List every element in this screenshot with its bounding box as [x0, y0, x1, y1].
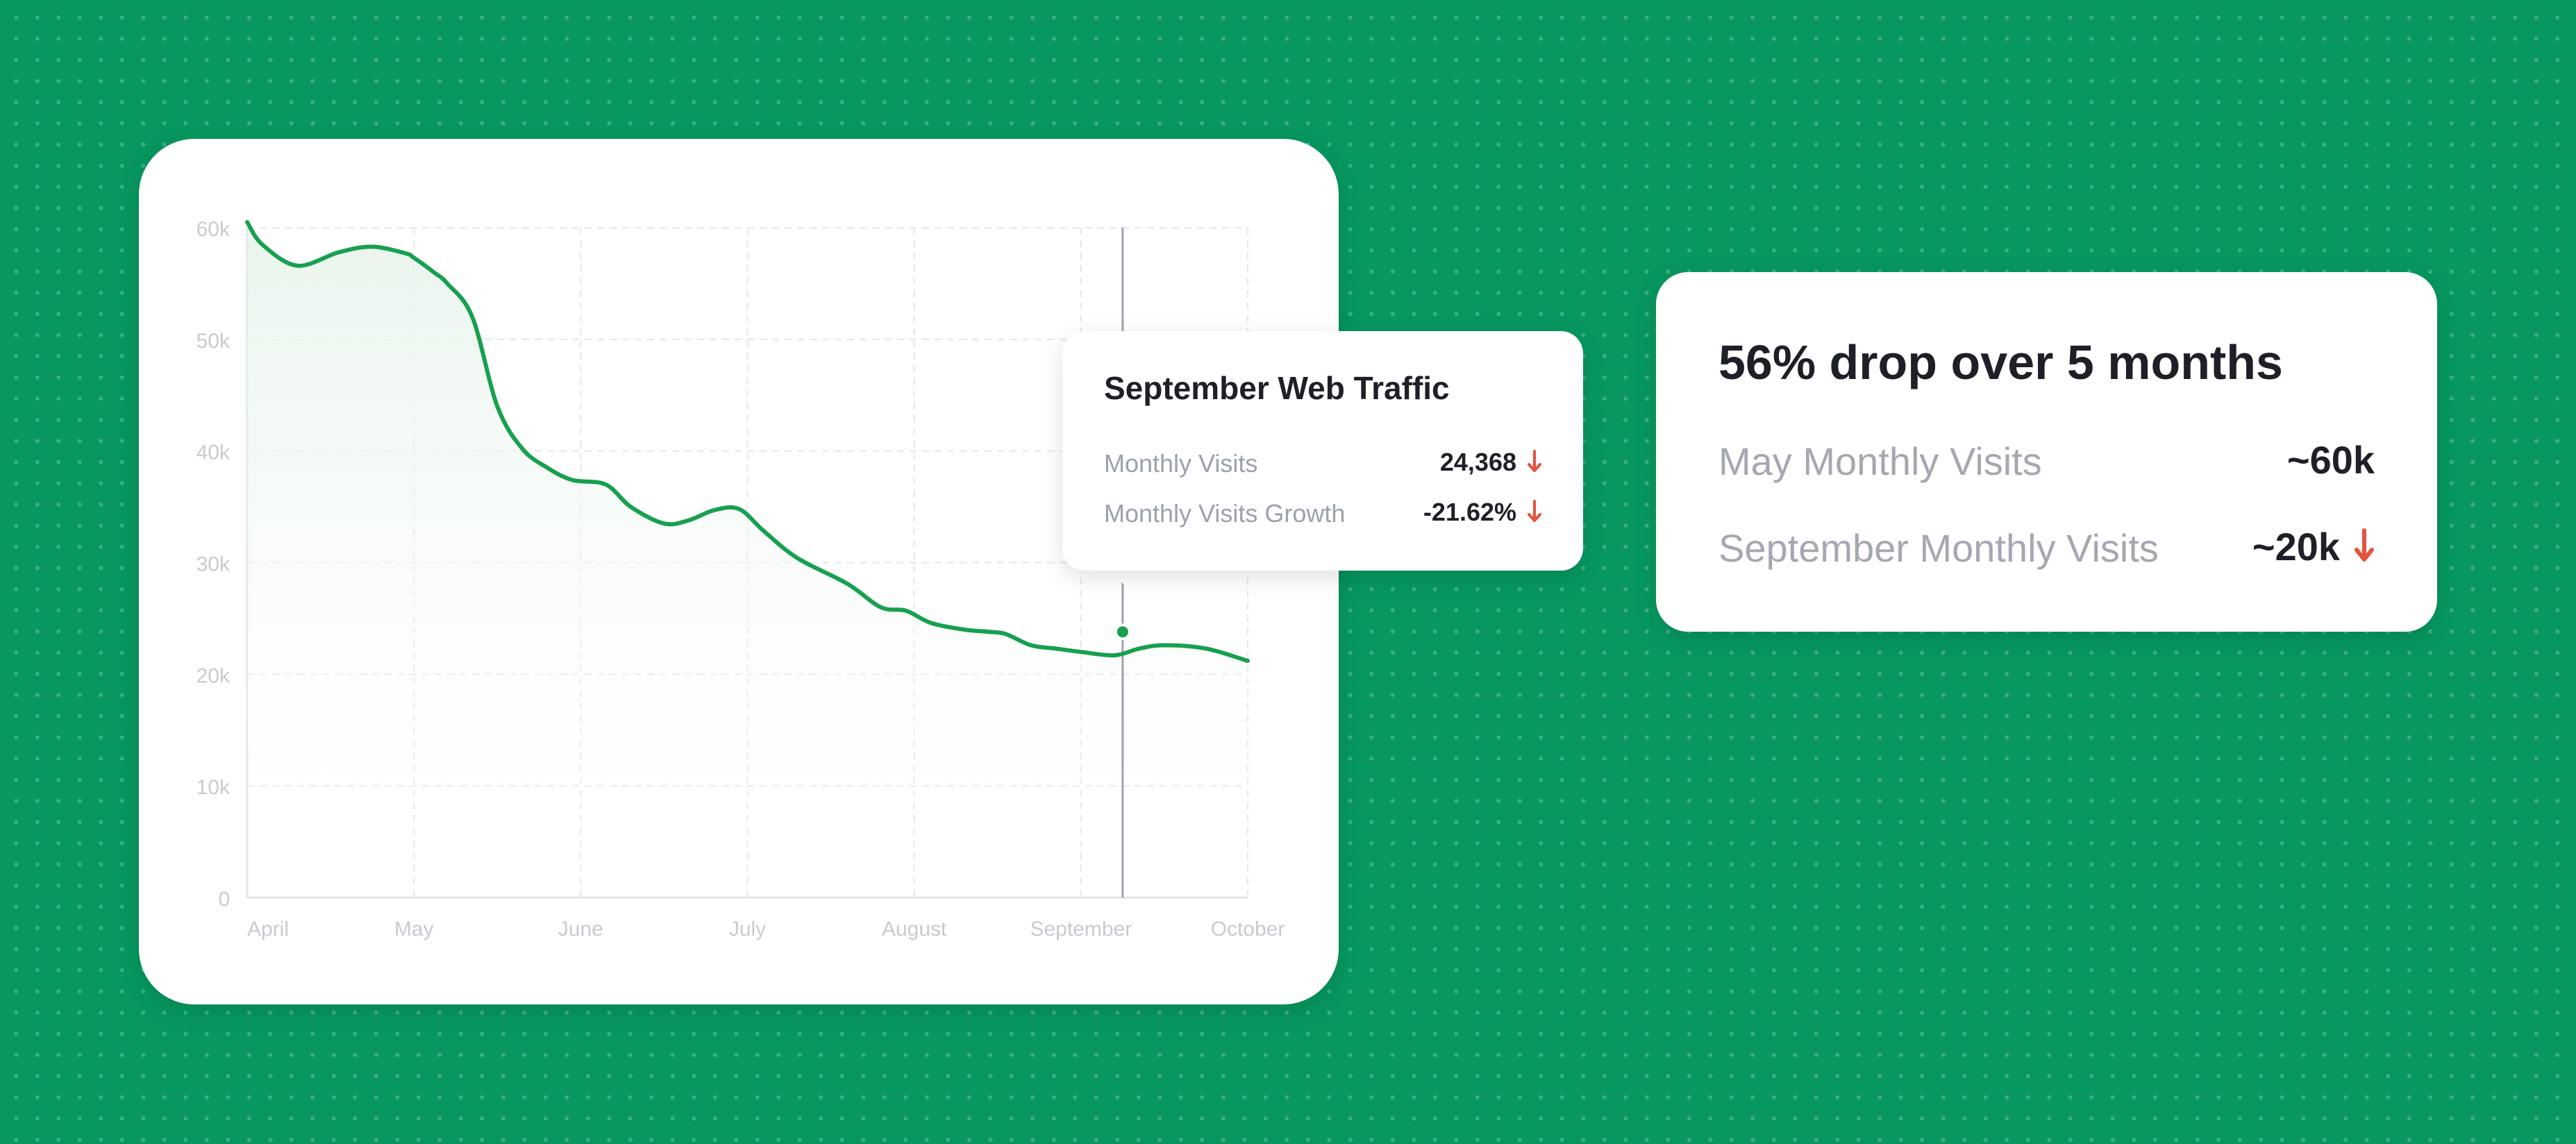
- arrow-down-icon: [2355, 528, 2374, 562]
- y-tick-label: 30k: [196, 553, 231, 576]
- line-chart[interactable]: 0 10k 20k 30k 40k 50k 60k April May June July Augus…: [139, 139, 1339, 1004]
- y-tick-label: 0: [218, 888, 230, 911]
- tooltip-label-monthly-visits: Monthly Visits: [1104, 449, 1258, 478]
- x-tick-label: April: [247, 918, 289, 941]
- tooltip-value-monthly-visits: 24,368: [1439, 448, 1516, 476]
- highlight-point: [1114, 623, 1131, 641]
- y-tick-label: 40k: [196, 441, 231, 464]
- tooltip-card: September Web Traffic Monthly Visits 24,…: [1062, 331, 1583, 571]
- chart-card: 0 10k 20k 30k 40k 50k 60k April May June July Augus…: [139, 139, 1339, 1004]
- summary-label-may: May Monthly Visits: [1718, 439, 2042, 483]
- tooltip-value-monthly-visits-growth: -21.62%: [1423, 498, 1516, 526]
- x-tick-label: June: [558, 918, 603, 941]
- x-tick-label: August: [882, 918, 947, 941]
- summary-value-may: ~60k: [2286, 438, 2375, 482]
- tooltip-label-monthly-visits-growth: Monthly Visits Growth: [1104, 499, 1346, 528]
- y-tick-label: 60k: [196, 218, 231, 241]
- x-tick-label: October: [1211, 918, 1285, 941]
- summary-label-september: September Monthly Visits: [1718, 526, 2159, 570]
- x-tick-label: May: [394, 918, 434, 941]
- summary-value-september: ~20k: [2252, 525, 2340, 569]
- area-fill: [247, 221, 1248, 898]
- tooltip-title: September Web Traffic: [1104, 370, 1450, 406]
- arrow-down-icon: [1528, 500, 1541, 522]
- summary-title: 56% drop over 5 months: [1718, 335, 2283, 389]
- y-tick-label: 10k: [196, 776, 231, 799]
- y-tick-label: 20k: [196, 664, 231, 687]
- arrow-down-icon: [1528, 450, 1541, 472]
- y-tick-label: 50k: [196, 330, 231, 353]
- x-tick-label: July: [729, 918, 766, 941]
- summary-card: 56% drop over 5 months May Monthly Visit…: [1656, 272, 2437, 632]
- x-tick-label: September: [1030, 918, 1132, 941]
- series-line: [245, 219, 1250, 664]
